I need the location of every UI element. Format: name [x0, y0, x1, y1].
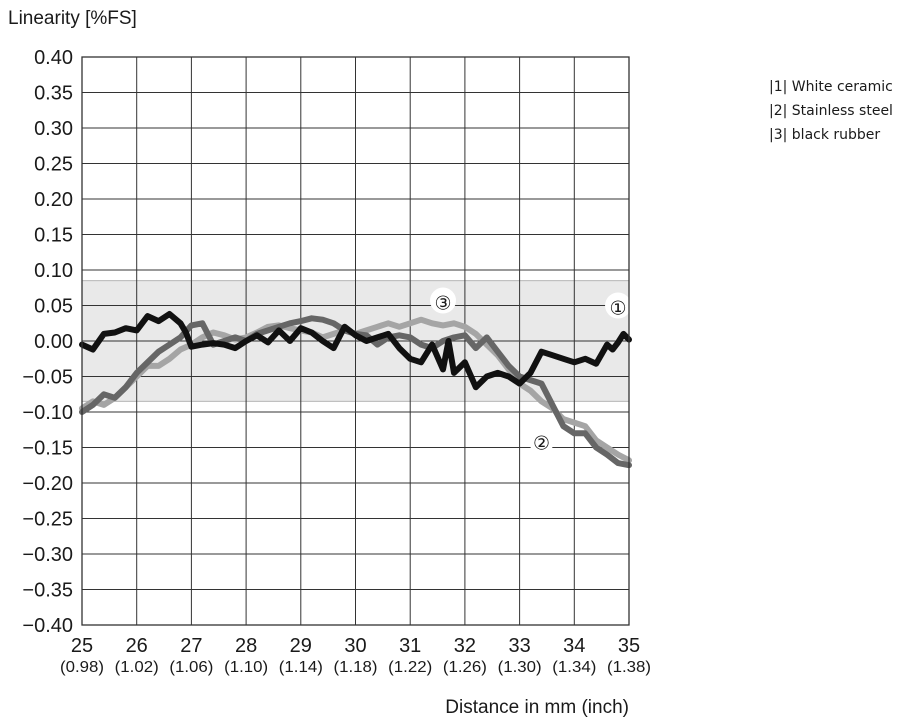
y-tick-labels: 0.40 0.35 0.30 0.25 0.20 0.15 0.10 0.05 0.00 −0.0…: [22, 47, 73, 637]
plot-frame: [81, 56, 630, 626]
y-tick-label: −0.05: [22, 367, 73, 389]
x-tick-label: 35: [618, 635, 640, 657]
callout-backdrop-2: [528, 427, 555, 454]
x-tick-sublabel: (1.34): [552, 659, 596, 676]
x-tick-label: 27: [180, 635, 202, 657]
x-axis-label: Distance in mm (inch): [445, 697, 629, 718]
y-tick-label: −0.30: [22, 544, 73, 566]
series-line-1: [79, 311, 632, 391]
y-tick-label: 0.35: [34, 83, 73, 105]
series-callouts: ① ② ③: [430, 287, 632, 454]
y-tick-label: −0.40: [22, 615, 73, 637]
x-tick-sublabel: (1.18): [334, 659, 378, 676]
grid-lines: [81, 56, 630, 626]
x-tick-sublabel: (1.22): [388, 659, 432, 676]
y-tick-label: 0.20: [34, 189, 73, 211]
x-tick-sublabel: (1.30): [498, 659, 542, 676]
y-tick-label: 0.25: [34, 154, 73, 176]
x-tick-sublabel: (0.98): [60, 659, 104, 676]
legend-entry-3: |3| black rubber: [769, 127, 880, 143]
x-tick-label: 31: [399, 635, 421, 657]
x-tick-label: 25: [71, 635, 93, 657]
x-tick-sublabel: (1.26): [443, 659, 487, 676]
x-tick-sublabel: (1.14): [279, 659, 323, 676]
y-tick-label: 0.00: [34, 331, 73, 353]
legend-entry-1: |1| White ceramic: [769, 79, 893, 95]
x-tick-sublabel: (1.38): [607, 659, 651, 676]
y-tick-label: −0.10: [22, 402, 73, 424]
x-tick-label: 30: [344, 635, 366, 657]
y-tick-label: −0.35: [22, 580, 73, 602]
y-axis-label: Linearity [%FS]: [8, 8, 137, 29]
y-tick-label: 0.40: [34, 47, 73, 69]
y-tick-label: −0.15: [22, 438, 73, 460]
callout-label-2: ②: [533, 433, 550, 454]
x-tick-labels: 25 (0.98) 26 (1.02) 27 (1.06) 28 (1.10) 29 (1.14)…: [60, 635, 651, 676]
x-tick-sublabel: (1.10): [224, 659, 268, 676]
x-tick-label: 34: [563, 635, 585, 657]
callout-backdrop-1: [605, 292, 632, 319]
y-tick-label: 0.15: [34, 225, 73, 247]
data-lines: [79, 311, 632, 469]
legend: |1| White ceramic |2| Stainless steel |3| …: [769, 79, 893, 143]
y-tick-label: −0.20: [22, 473, 73, 495]
x-tick-label: 26: [126, 635, 148, 657]
x-tick-label: 28: [235, 635, 257, 657]
x-tick-label: 32: [454, 635, 476, 657]
y-tick-label: 0.30: [34, 118, 73, 140]
y-tick-label: 0.10: [34, 260, 73, 282]
y-tick-label: −0.25: [22, 509, 73, 531]
callout-label-3: ③: [434, 294, 451, 315]
x-tick-label: 33: [508, 635, 530, 657]
callout-backdrop-3: [430, 287, 457, 314]
x-tick-sublabel: (1.06): [169, 659, 213, 676]
x-tick-sublabel: (1.02): [115, 659, 159, 676]
y-tick-label: 0.05: [34, 296, 73, 318]
legend-entry-2: |2| Stainless steel: [769, 103, 893, 119]
callout-label-1: ①: [610, 299, 627, 320]
x-tick-label: 29: [290, 635, 312, 657]
